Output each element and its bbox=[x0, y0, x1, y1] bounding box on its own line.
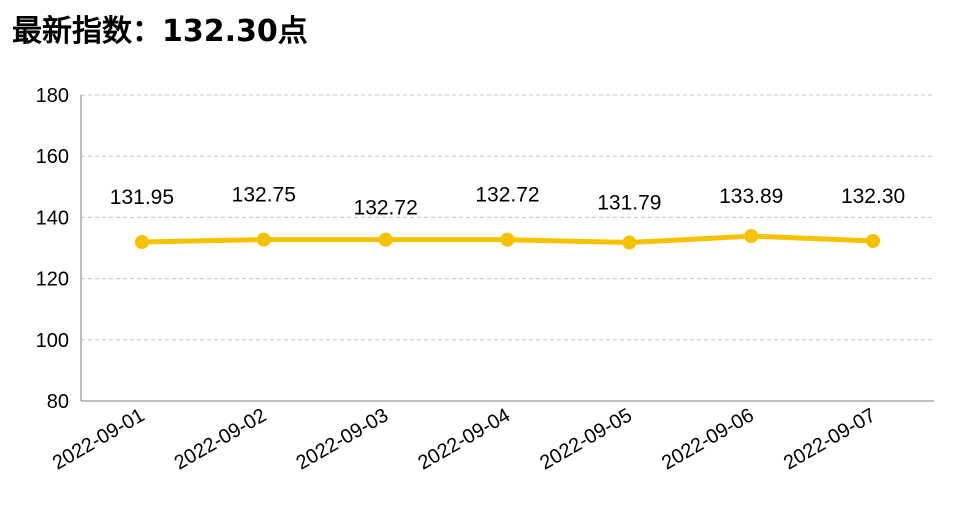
x-tick-label: 2022-09-06 bbox=[658, 404, 758, 474]
axes bbox=[80, 95, 934, 402]
y-tick-label: 80 bbox=[47, 391, 69, 413]
x-tick-label: 2022-09-03 bbox=[293, 404, 393, 474]
y-tick-label: 120 bbox=[36, 269, 69, 291]
x-tick-label: 2022-09-05 bbox=[536, 404, 636, 474]
data-label: 132.72 bbox=[354, 197, 418, 220]
y-tick-label: 180 bbox=[36, 85, 69, 107]
y-tick-label: 100 bbox=[36, 330, 69, 352]
y-tick-label: 160 bbox=[36, 146, 69, 168]
x-axis-tick-labels: 2022-09-01 2022-09-02 2022-09-03 2022-09-04… bbox=[49, 404, 880, 474]
data-labels: 131.95 132.75 132.72 132.72 131.79 133.89 132.… bbox=[110, 184, 905, 220]
title-suffix: 点 bbox=[277, 14, 308, 49]
x-tick-label: 2022-09-04 bbox=[414, 404, 514, 474]
chart-title: 最新指数：132.30点 bbox=[12, 14, 308, 50]
data-label: 132.30 bbox=[841, 185, 905, 208]
data-label: 131.79 bbox=[597, 192, 661, 215]
data-label: 132.72 bbox=[475, 184, 539, 207]
x-tick-label: 2022-09-07 bbox=[780, 404, 880, 474]
data-point bbox=[134, 235, 149, 250]
x-tick-label: 2022-09-01 bbox=[49, 404, 149, 474]
data-point bbox=[500, 232, 515, 247]
grid-lines bbox=[81, 94, 934, 341]
data-point bbox=[866, 233, 881, 248]
series-price-index bbox=[134, 229, 881, 250]
data-label: 131.95 bbox=[110, 186, 174, 209]
title-prefix: 最新指数： bbox=[12, 14, 162, 49]
x-tick-label: 2022-09-02 bbox=[171, 404, 271, 474]
data-point bbox=[744, 229, 759, 244]
data-point bbox=[622, 235, 637, 250]
y-axis-tick-labels: 80 100 120 140 160 180 bbox=[36, 85, 69, 413]
data-label: 132.75 bbox=[232, 184, 296, 207]
y-tick-label: 140 bbox=[36, 207, 69, 229]
data-point bbox=[256, 232, 271, 247]
data-point bbox=[378, 232, 393, 247]
data-label: 133.89 bbox=[719, 185, 783, 208]
title-value: 132.30 bbox=[162, 14, 278, 49]
